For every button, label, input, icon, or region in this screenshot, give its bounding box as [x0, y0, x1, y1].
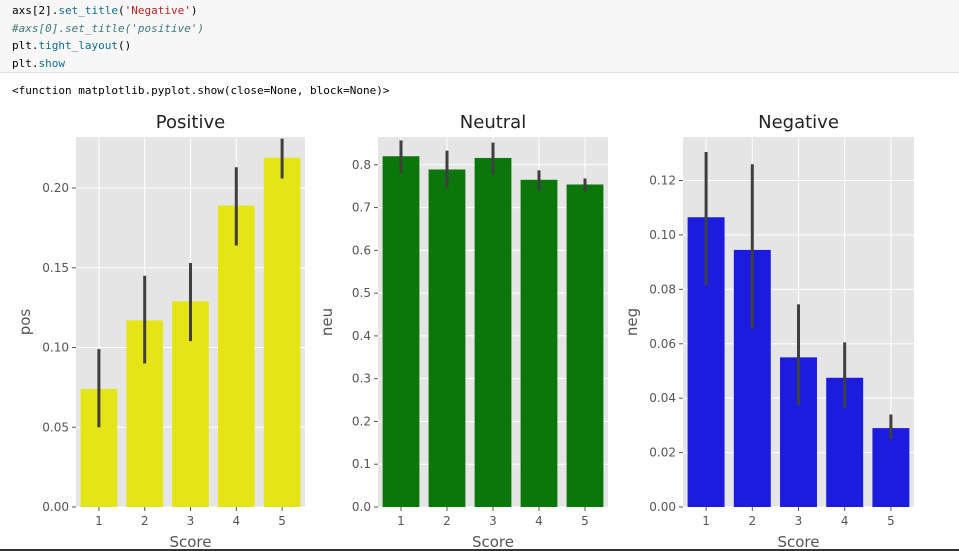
code-cell[interactable]: axs[2].set_title('Negative') #axs[0].set_…: [0, 0, 959, 73]
code-token: (): [117, 39, 132, 52]
output-text: <function matplotlib.pyplot.show(close=N…: [12, 84, 390, 97]
code-line: plt.tight_layout(): [12, 37, 959, 55]
code-token: axs[2].: [12, 4, 59, 17]
y-tick-label: 0.6: [352, 243, 371, 257]
y-tick-label: 0.7: [352, 201, 371, 215]
code-token: 'Negative': [124, 4, 191, 17]
y-tick-label: 0.15: [42, 261, 69, 275]
y-tick-label: 0.2: [352, 414, 371, 428]
bar: [474, 157, 512, 507]
code-line: plt.show: [12, 55, 959, 73]
cell-divider: [0, 549, 959, 551]
x-tick-label: 1: [702, 514, 710, 528]
code-token: tight_layout: [38, 39, 118, 52]
y-tick-label: 0.1: [352, 457, 371, 471]
y-tick-label: 0.06: [649, 337, 676, 351]
chart-negative: 0.00 0.02 0.04 0.06 0.08 0.10 0.12 1 2 3 4 5 Negativ…: [623, 112, 914, 551]
chart-neutral: 0.0 0.1 0.2 0.3 0.4 0.5 0.6 0.7 0.8 1 2 3 4 5 Neutral S…: [318, 112, 608, 551]
x-tick-label: 5: [278, 514, 286, 528]
bar: [382, 156, 420, 508]
x-tick-label: 1: [397, 514, 405, 528]
y-tick-label: 0.8: [352, 158, 371, 172]
y-tick-label: 0.02: [649, 446, 676, 460]
y-tick-label: 0.08: [649, 282, 676, 296]
figure-plots: 0.000.050.100.150.201 2 3 4 5PositiveScorepo…: [16, 112, 914, 551]
code-token: plt.: [12, 56, 39, 70]
code-line: #axs[0].set_title('positive'): [12, 20, 959, 38]
code-lines: axs[2].set_title('Negative') #axs[0].set_…: [12, 2, 959, 72]
y-tick-label: 0.12: [649, 174, 676, 188]
bar: [520, 179, 558, 507]
x-tick-label: 2: [141, 514, 149, 528]
code-token: ): [190, 4, 198, 17]
code-line: axs[2].set_title('Negative'): [12, 2, 959, 20]
y-tick-label: 0.05: [42, 420, 69, 434]
chart-positive: 0.00 0.05 0.10 0.15 0.20 1 2 3 4 5 Positive Score po…: [16, 112, 305, 551]
x-tick-label: 4: [841, 514, 849, 528]
x-axis-label: Score: [777, 533, 819, 551]
x-tick-label: 3: [489, 514, 497, 528]
x-axis-label: Score: [472, 533, 514, 551]
y-tick-label: 0.0: [352, 500, 371, 514]
bar: [217, 205, 255, 507]
code-token: plt.: [12, 39, 39, 52]
y-tick-label: 0.00: [649, 500, 676, 514]
y-tick-label: 0.5: [352, 286, 371, 300]
y-tick-label: 0.3: [352, 372, 371, 386]
bar: [566, 184, 604, 507]
chart-title: Negative: [758, 112, 839, 133]
y-tick-label: 0.10: [42, 341, 69, 355]
y-tick-label: 0.4: [352, 329, 371, 343]
code-token: (: [117, 4, 125, 17]
bar: [428, 169, 466, 507]
x-axis-label: Score: [169, 533, 211, 551]
y-tick-label: 0.00: [42, 500, 69, 514]
x-tick-label: 4: [535, 514, 543, 528]
chart-title: Positive: [156, 112, 225, 133]
x-tick-label: 5: [581, 514, 589, 528]
x-tick-label: 2: [748, 514, 756, 528]
x-tick-label: 1: [95, 514, 103, 528]
y-axis-label: pos: [16, 309, 34, 336]
bar: [263, 157, 301, 507]
x-tick-label: 5: [887, 514, 895, 528]
y-tick-label: 0.04: [649, 391, 676, 405]
code-token: set_title: [58, 4, 118, 17]
code-token: show: [38, 56, 66, 70]
code-token: #axs[0].set_title('positive'): [12, 21, 205, 35]
x-tick-label: 3: [795, 514, 803, 528]
x-tick-label: 4: [232, 514, 240, 528]
y-tick-label: 0.10: [649, 228, 676, 242]
x-tick-label: 2: [443, 514, 451, 528]
y-axis-label: neg: [623, 308, 641, 336]
bar: [872, 428, 910, 507]
x-tick-label: 3: [187, 514, 195, 528]
chart-title: Neutral: [460, 112, 526, 133]
y-axis-label: neu: [318, 308, 336, 336]
y-tick-label: 0.20: [42, 181, 69, 195]
